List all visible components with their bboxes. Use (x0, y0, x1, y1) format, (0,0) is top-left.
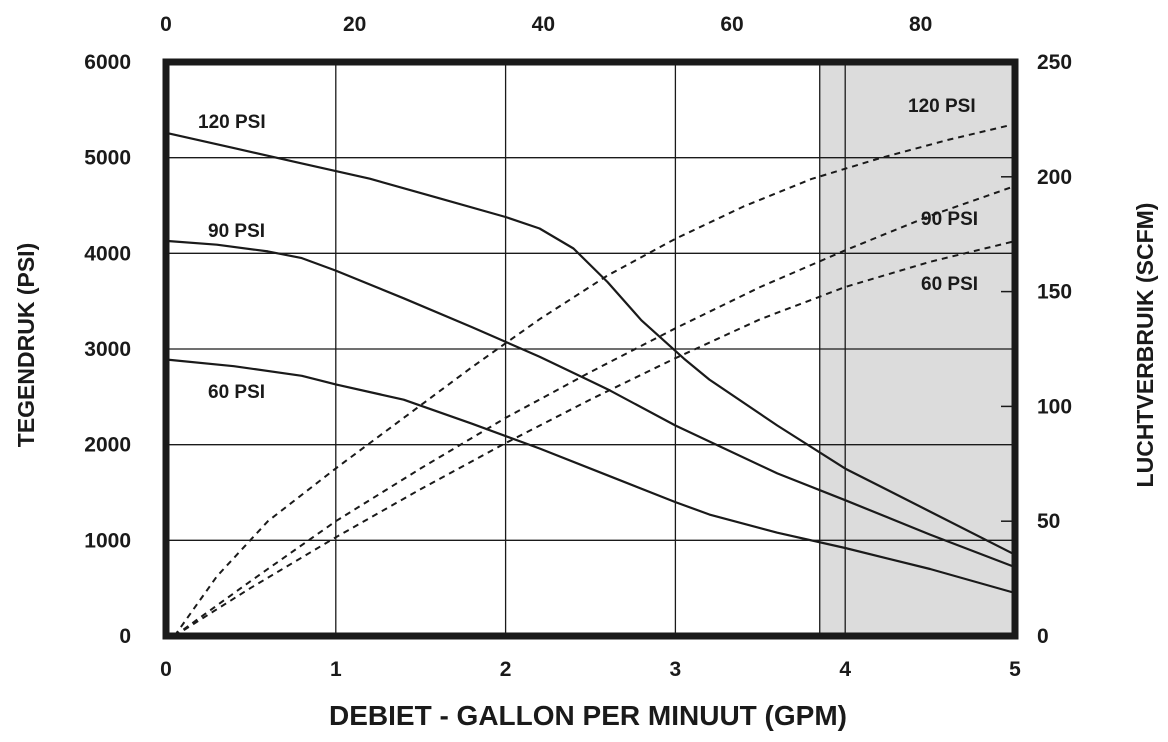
x-tick-label: 2 (500, 658, 512, 681)
y-tick-label: 5000 (84, 147, 131, 170)
x-tick-label: 5 (1009, 658, 1021, 681)
air-curve-90-psi (173, 185, 1016, 637)
air-curve-60-psi (173, 240, 1016, 637)
x-axis-title: DEBIET - GALLON PER MINUUT (GPM) (329, 700, 847, 731)
y2-tick-label: 250 (1037, 51, 1072, 74)
air-curve-label-60-psi: 60 PSI (921, 274, 978, 295)
pressure-curve-120-psi (165, 131, 1016, 556)
x-tick-label: 1 (330, 658, 342, 681)
curve-labels: 120 PSI 90 PSI 60 PSI 120 PSI 90 PSI 60 PSI (198, 96, 978, 403)
y2-tick-label: 50 (1037, 510, 1060, 533)
y-tick-label: 4000 (84, 242, 131, 265)
pressure-curve-label-120-psi: 120 PSI (198, 112, 266, 133)
pressure-curve-60-psi (165, 358, 1016, 595)
x2-tick-label: 40 (532, 13, 555, 36)
x2-tick-label: 80 (909, 13, 932, 36)
air-curve-120-psi (173, 123, 1016, 637)
curves (165, 123, 1016, 637)
x2-tick-label: 60 (720, 13, 743, 36)
pressure-curve-90-psi (165, 239, 1016, 569)
pressure-curve-label-90-psi: 90 PSI (208, 221, 265, 242)
x-tick-label: 3 (670, 658, 682, 681)
y2-tick-label: 0 (1037, 625, 1049, 648)
x-tick-label: 4 (839, 658, 851, 681)
y-axis-title: TEGENDRUK (PSI) (13, 243, 39, 447)
y-tick-label: 3000 (84, 338, 131, 361)
pressure-curve-label-60-psi: 60 PSI (208, 382, 265, 403)
x-tick-label: 0 (160, 658, 172, 681)
y-tick-label: 2000 (84, 434, 131, 457)
air-curve-label-90-psi: 90 PSI (921, 209, 978, 230)
y-tick-label: 6000 (84, 51, 131, 74)
grid-lines (166, 62, 1015, 636)
plot-frame (162, 58, 1019, 640)
y2-tick-label: 150 (1037, 281, 1072, 304)
y2-tick-label: 200 (1037, 166, 1072, 189)
y-tick-label: 0 (119, 625, 131, 648)
air-curve-label-120-psi: 120 PSI (908, 96, 976, 117)
y-tick-label: 1000 (84, 529, 131, 552)
tick-labels: 0 1 2 3 4 50 20 40 60 800100020003000400050006000… (84, 13, 1072, 681)
y2-axis-title: LUCHTVERBRUIK (SCFM) (1132, 203, 1158, 488)
x2-tick-label: 0 (160, 13, 172, 36)
x2-tick-label: 20 (343, 13, 366, 36)
y2-tick-label: 100 (1037, 395, 1072, 418)
